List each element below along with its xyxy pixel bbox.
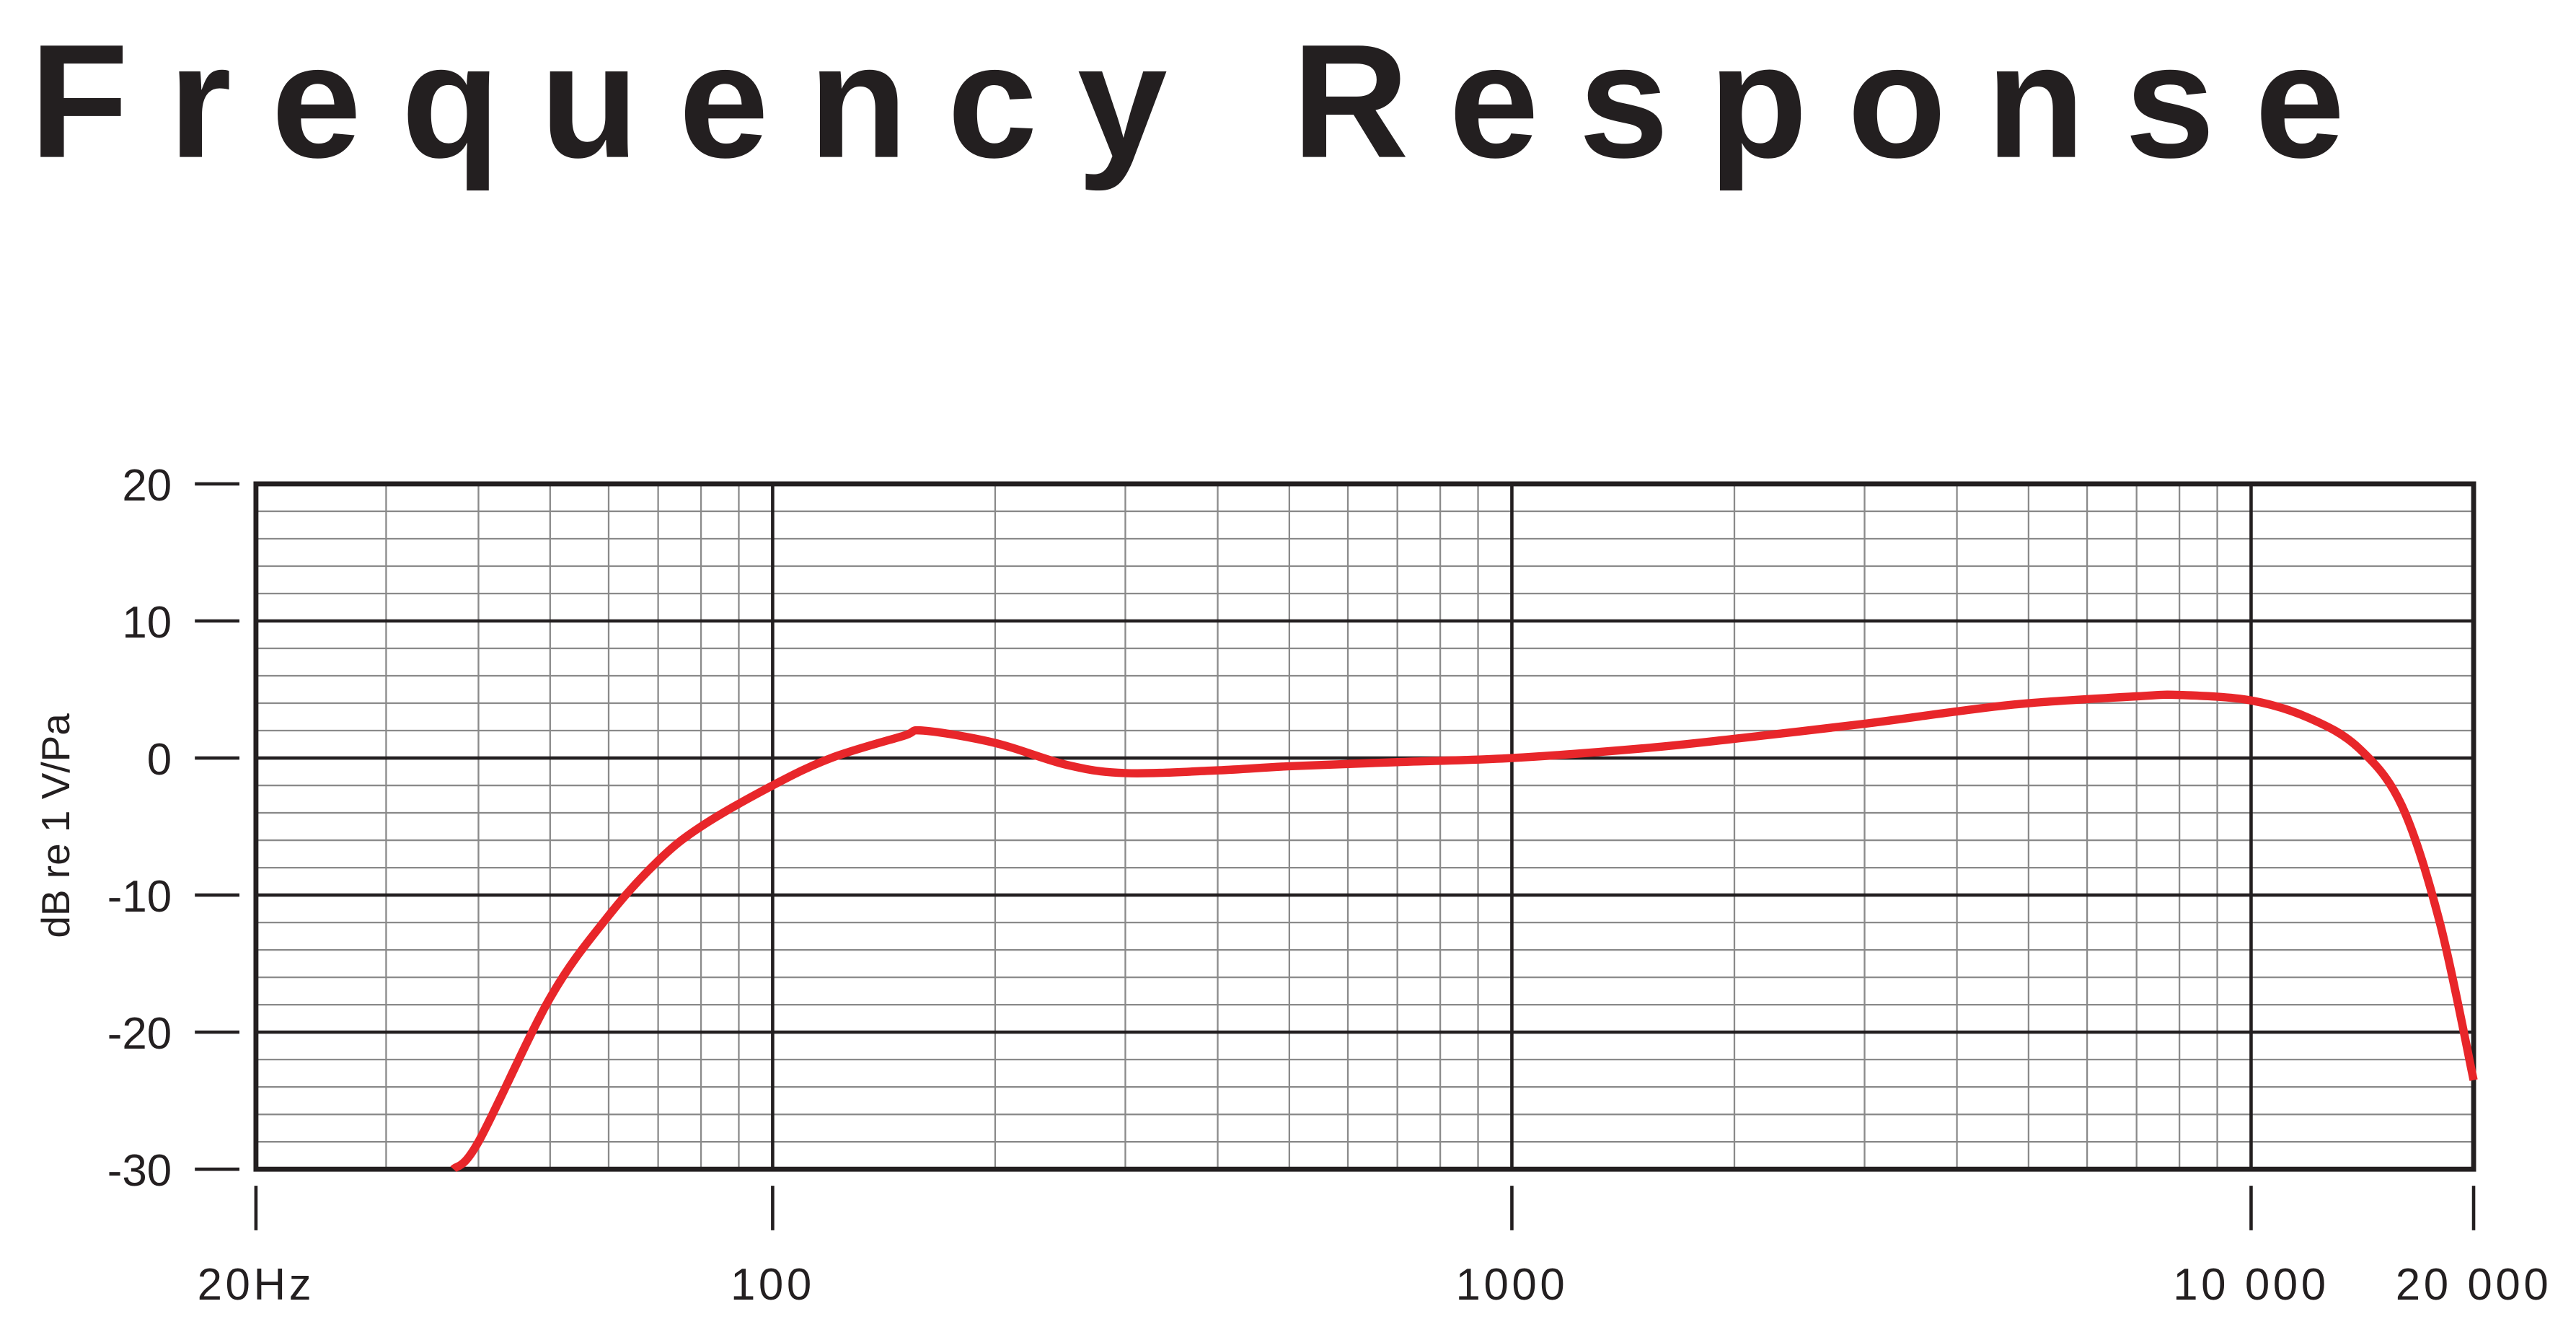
plot-frame [253, 481, 2476, 1172]
x-tick-label: 10 000 [2173, 1260, 2329, 1310]
response-line [450, 690, 2478, 1173]
y-tick-label: 10 [122, 598, 172, 648]
x-tick-label: 1000 [1456, 1260, 1569, 1310]
y-tick-label: -10 [107, 872, 172, 922]
y-tick-label: 0 [147, 735, 172, 785]
x-tick-label: 100 [731, 1260, 815, 1310]
chart-title: Frequency Response [30, 11, 2345, 192]
x-tick-label: 20 000 [2396, 1260, 2552, 1310]
y-tick-label: -20 [107, 1009, 172, 1059]
y-tick-label: 20 [122, 461, 172, 511]
y-tick-label: -30 [107, 1146, 172, 1196]
y-axis-label: dB re 1 V/Pa [33, 713, 78, 938]
x-tick-label: 20Hz [198, 1260, 315, 1310]
